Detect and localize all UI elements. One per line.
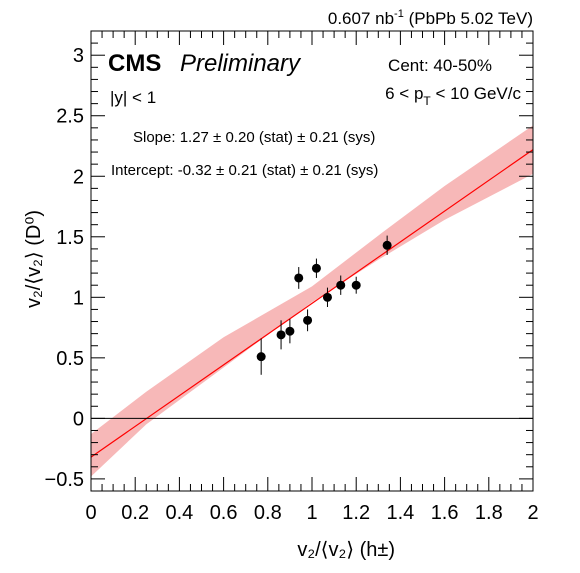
data-point (382, 240, 392, 250)
data-points (256, 235, 392, 375)
y-tick-label: 0.5 (56, 348, 84, 370)
data-point (256, 352, 266, 362)
x-tick-label: 1.4 (386, 502, 414, 524)
data-point (294, 273, 304, 283)
x-tick-label: 1 (306, 502, 317, 524)
pt-range-label: 6 < pT < 10 GeV/c (385, 84, 521, 108)
data-point (322, 292, 332, 302)
x-tick-label: 0.8 (254, 502, 282, 524)
y-tick-label: 3 (73, 45, 84, 67)
y-tick-label: 2.5 (56, 106, 84, 128)
y-tick-label: 2 (73, 166, 84, 188)
data-point (351, 280, 361, 290)
luminosity-label: 0.607 nb-1 (PbPb 5.02 TeV) (328, 8, 533, 28)
preliminary-label: Preliminary (180, 50, 302, 77)
data-point (285, 326, 295, 336)
x-tick-label: 1.6 (431, 502, 459, 524)
cms-label: CMS (108, 50, 161, 77)
fit-uncertainty-band (91, 125, 533, 477)
x-tick-label: 2 (527, 502, 538, 524)
x-axis-title: v₂/⟨v₂⟩ (h±) (297, 539, 395, 561)
rapidity-label: |y| < 1 (110, 88, 156, 107)
x-tick-label: 0.4 (165, 502, 193, 524)
slope-label: Slope: 1.27 ± 0.20 (stat) ± 0.21 (sys) (133, 129, 375, 146)
data-point (303, 315, 313, 325)
data-point (276, 330, 286, 340)
y-tick-label: 0 (73, 408, 84, 430)
x-tick-label: 0 (85, 502, 96, 524)
data-point (336, 280, 346, 290)
x-tick-label: 0.2 (121, 502, 149, 524)
y-tick-label: 1 (73, 287, 84, 309)
fit-line (90, 149, 534, 458)
data-point (311, 263, 321, 273)
x-tick-label: 1.2 (342, 502, 370, 524)
y-tick-label: −0.5 (45, 469, 84, 491)
intercept-label: Intercept: -0.32 ± 0.21 (stat) ± 0.21 (s… (111, 162, 378, 179)
x-tick-label: 1.8 (475, 502, 503, 524)
y-tick-labels: −0.5 0 0.5 1 1.5 2 2.5 3 (45, 45, 84, 491)
y-axis-title: v₂/⟨v₂⟩ (D⁰) (23, 210, 45, 308)
centrality-label: Cent: 40-50% (388, 56, 492, 75)
x-tick-label: 0.6 (210, 502, 238, 524)
x-tick-labels: 0 0.2 0.4 0.6 0.8 1 1.2 1.4 1.6 1.8 2 (85, 502, 538, 524)
y-tick-label: 1.5 (56, 227, 84, 249)
axis-ticks (90, 30, 534, 492)
